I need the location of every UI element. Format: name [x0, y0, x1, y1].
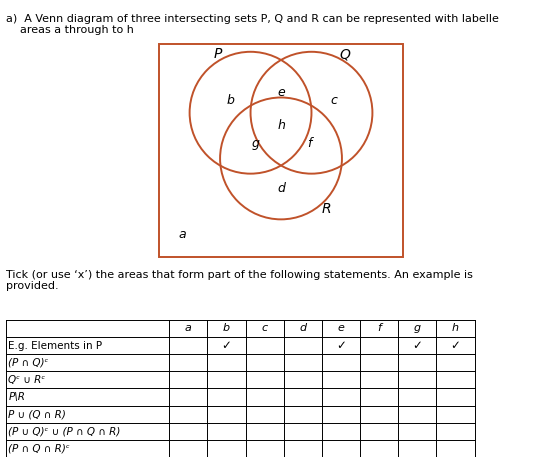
Text: a: a	[185, 324, 192, 334]
Text: d: d	[277, 182, 285, 196]
Text: Tick (or use ‘x’) the areas that form part of the following statements. An examp: Tick (or use ‘x’) the areas that form pa…	[6, 270, 472, 291]
Text: e: e	[338, 324, 344, 334]
Text: e: e	[277, 86, 285, 99]
Text: ✓: ✓	[336, 339, 346, 352]
Text: a)  A Venn diagram of three intersecting sets P, Q and R can be represented with: a) A Venn diagram of three intersecting …	[6, 14, 499, 35]
Text: (P ∩ Q)ᶜ: (P ∩ Q)ᶜ	[8, 358, 48, 368]
Text: c: c	[262, 324, 268, 334]
Text: h: h	[277, 119, 285, 132]
Text: h: h	[452, 324, 459, 334]
Text: (P ∩ Q ∩ R)ᶜ: (P ∩ Q ∩ R)ᶜ	[8, 443, 70, 453]
Text: g: g	[414, 324, 421, 334]
Text: a: a	[178, 228, 186, 241]
Text: P: P	[213, 48, 222, 61]
Text: ✓: ✓	[451, 339, 461, 352]
Text: g: g	[252, 137, 260, 150]
Text: Qᶜ ∪ Rᶜ: Qᶜ ∪ Rᶜ	[8, 375, 46, 385]
Text: P\R: P\R	[8, 392, 25, 402]
Text: c: c	[331, 94, 338, 106]
Text: R: R	[322, 202, 332, 216]
Text: ✓: ✓	[412, 339, 422, 352]
Text: ✓: ✓	[222, 339, 231, 352]
Text: (P ∪ Q)ᶜ ∪ (P ∩ Q ∩ R): (P ∪ Q)ᶜ ∪ (P ∩ Q ∩ R)	[8, 426, 121, 436]
Text: d: d	[299, 324, 306, 334]
Text: b: b	[226, 94, 234, 106]
Text: f: f	[307, 137, 311, 150]
Text: f: f	[377, 324, 381, 334]
Text: P ∪ (Q ∩ R): P ∪ (Q ∩ R)	[8, 409, 66, 419]
Text: b: b	[223, 324, 230, 334]
Text: Q: Q	[339, 48, 350, 61]
Text: E.g. Elements in P: E.g. Elements in P	[8, 340, 102, 351]
